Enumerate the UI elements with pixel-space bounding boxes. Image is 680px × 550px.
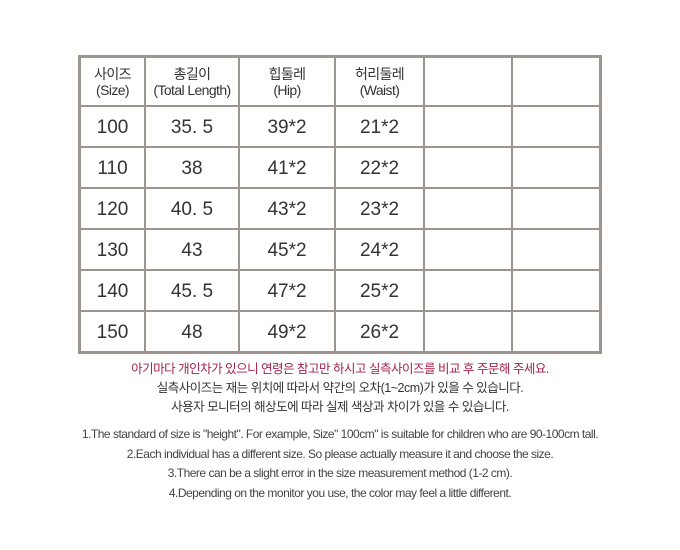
table-cell: 38 (144, 146, 240, 189)
table-cell: 23*2 (334, 187, 425, 230)
header-cell: 허리둘레 (Waist) (334, 55, 425, 107)
note-en: 2.Each individual has a different size. … (126, 446, 554, 461)
table-cell: 140 (78, 269, 146, 312)
header-cell (423, 55, 513, 107)
header-label: (Hip) (273, 81, 301, 98)
header-cell: 힙둘레 (Hip) (238, 55, 336, 107)
table-cell (423, 310, 513, 354)
table-cell (511, 187, 602, 230)
table-cell: 150 (78, 310, 146, 354)
header-label: (Size) (96, 81, 130, 98)
table-row: 120 40. 5 43*2 23*2 (78, 187, 602, 230)
table-cell: 26*2 (334, 310, 425, 354)
table-cell (423, 228, 513, 271)
table-row: 100 35. 5 39*2 21*2 (78, 105, 602, 148)
table-cell (511, 228, 602, 271)
table-cell (423, 187, 513, 230)
table-cell (511, 146, 602, 189)
table-cell: 35. 5 (144, 105, 240, 148)
note-ko: 실측사이즈는 재는 위치에 따라서 약간의 오차(1~2cm)가 있을 수 있습… (156, 381, 524, 395)
table-cell (423, 146, 513, 189)
table-row: 110 38 41*2 22*2 (78, 146, 602, 189)
table-cell: 130 (78, 228, 146, 271)
size-chart-table: 사이즈 (Size) 총길이 (Total Length) 힙둘레 (Hip) 허리둘레 (W… (78, 55, 602, 354)
table-cell: 110 (78, 146, 146, 189)
table-cell: 22*2 (334, 146, 425, 189)
note-en: 3.There can be a slight error in the siz… (167, 466, 513, 480)
table-row: 140 45. 5 47*2 25*2 (78, 269, 602, 312)
header-label: 힙둘레 (268, 65, 306, 82)
table-cell: 40. 5 (144, 187, 240, 230)
table-cell: 49*2 (238, 310, 336, 354)
table-cell: 120 (78, 187, 146, 230)
table-cell: 100 (78, 105, 146, 148)
table-cell: 21*2 (334, 105, 425, 148)
table-cell: 45*2 (238, 228, 336, 271)
header-cell (511, 55, 602, 107)
header-label: 허리둘레 (354, 65, 405, 82)
header-cell: 총길이 (Total Length) (144, 55, 240, 107)
header-label: 총길이 (173, 65, 211, 82)
table-cell: 41*2 (238, 146, 336, 189)
table-row: 130 43 45*2 24*2 (78, 228, 602, 271)
table-cell (511, 105, 602, 148)
note-en: 4.Depending on the monitor you use, the … (168, 485, 512, 500)
header-row: 사이즈 (Size) 총길이 (Total Length) 힙둘레 (Hip) 허리둘레 (W… (78, 55, 602, 107)
table-cell: 39*2 (238, 105, 336, 148)
table-cell: 24*2 (334, 228, 425, 271)
note-ko-highlight: 아기마다 개인차가 있으니 연령은 참고만 하시고 실측사이즈를 비교 후 주문… (131, 362, 549, 376)
header-label: 사이즈 (94, 65, 131, 82)
table-cell: 43 (144, 228, 240, 271)
table-cell: 47*2 (238, 269, 336, 312)
note-ko: 사용자 모니터의 해상도에 따라 실제 색상과 차이가 있을 수 있습니다. (171, 400, 509, 414)
table-cell (423, 269, 513, 312)
header-cell: 사이즈 (Size) (78, 55, 146, 107)
table-cell (511, 310, 602, 354)
table-cell (423, 105, 513, 148)
notes: 아기마다 개인차가 있으니 연령은 참고만 하시고 실측사이즈를 비교 후 주문… (0, 360, 680, 503)
table-cell: 25*2 (334, 269, 425, 312)
table-cell: 48 (144, 310, 240, 354)
table-row: 150 48 49*2 26*2 (78, 310, 602, 354)
table-cell: 43*2 (238, 187, 336, 230)
header-label: (Waist) (359, 81, 400, 98)
notes-en: 1.The standard of size is "height". For … (0, 425, 680, 503)
note-en: 1.The standard of size is "height". For … (81, 427, 599, 441)
header-label: (Total Length) (153, 81, 231, 98)
table-cell (511, 269, 602, 312)
table-cell: 45. 5 (144, 269, 240, 312)
